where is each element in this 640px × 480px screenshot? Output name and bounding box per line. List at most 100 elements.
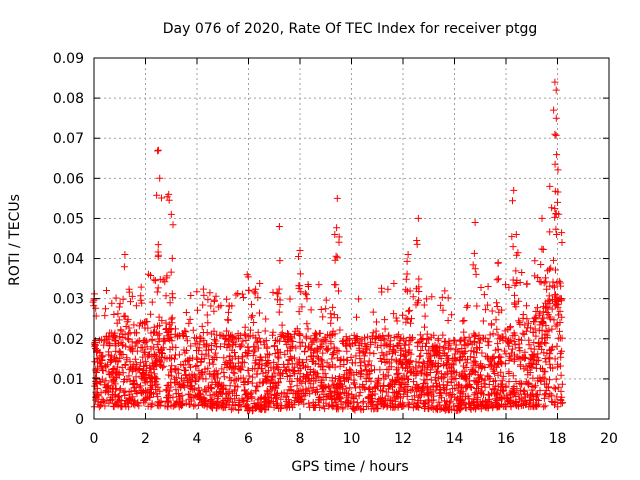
data-point [406,306,414,314]
data-point [424,361,432,369]
data-point [541,355,549,362]
data-point [97,389,105,397]
data-point [557,371,565,379]
data-point [264,388,272,396]
data-point [460,328,468,336]
data-point [319,349,327,357]
data-point [296,376,304,384]
data-point [141,357,149,365]
data-point [137,283,145,291]
data-point [155,337,163,345]
data-point [405,401,413,409]
data-point [557,353,565,361]
data-point [250,348,258,356]
data-point [138,389,146,397]
data-point [445,337,453,345]
data-point [164,329,172,336]
data-point [445,355,453,363]
data-point [250,319,258,326]
data-point [308,358,316,365]
data-point [420,380,427,388]
data-point [365,384,373,392]
data-point [540,394,548,402]
data-point [515,297,523,305]
data-point [294,395,302,403]
data-point [558,229,566,237]
data-point [551,355,559,363]
data-point [204,364,212,372]
data-point [245,347,253,355]
data-point [113,319,121,327]
data-point [350,404,358,412]
data-point [509,372,517,380]
data-point [311,404,319,411]
data-point [529,328,537,336]
data-point [255,334,263,342]
data-point [167,268,175,276]
data-point [485,391,493,399]
data-point [248,393,256,401]
data-point [541,375,549,383]
data-point [381,325,389,333]
data-point [473,400,481,408]
data-point [220,373,228,381]
data-point [444,294,452,302]
data-point [385,331,393,339]
data-point [552,131,560,139]
data-point [505,368,513,376]
data-point [315,396,323,404]
data-point [180,376,188,384]
data-point [225,336,233,344]
data-point [124,330,132,338]
data-point [167,383,175,391]
data-point [469,261,477,269]
data-point [144,353,152,361]
data-point [452,369,460,377]
data-point [163,193,171,201]
data-point [538,318,546,326]
data-point [171,379,179,387]
x-tick-label: 8 [296,431,305,447]
data-point [295,284,303,292]
data-point [405,358,413,366]
data-point [425,346,433,354]
data-point [276,301,284,308]
data-point [339,385,347,393]
data-point [223,400,230,408]
data-point [277,333,285,340]
data-point [552,225,560,233]
data-point [106,342,114,350]
data-point [163,332,171,340]
data-point [521,321,529,329]
data-point [224,316,232,324]
data-point [120,263,128,271]
data-point [140,348,148,356]
data-point [477,284,485,291]
data-point [211,349,219,357]
data-point [110,311,118,318]
data-point [187,292,195,299]
x-tick-label: 2 [141,431,150,447]
data-point [507,323,514,331]
data-point [278,390,286,398]
data-point [340,371,348,379]
data-point [529,352,537,360]
data-point [473,385,480,392]
data-point [225,302,233,310]
data-point [199,301,207,309]
data-point [523,302,530,310]
data-point [344,402,352,410]
data-point [467,405,475,413]
data-point [153,288,161,296]
data-point [262,377,270,385]
data-point [400,386,408,394]
data-point [532,361,540,368]
data-point [146,378,154,386]
data-point [489,365,497,373]
data-point [193,354,201,362]
data-point [253,370,261,378]
data-point [177,401,185,408]
data-point [313,347,321,355]
data-point [552,385,559,393]
data-point [249,352,257,360]
